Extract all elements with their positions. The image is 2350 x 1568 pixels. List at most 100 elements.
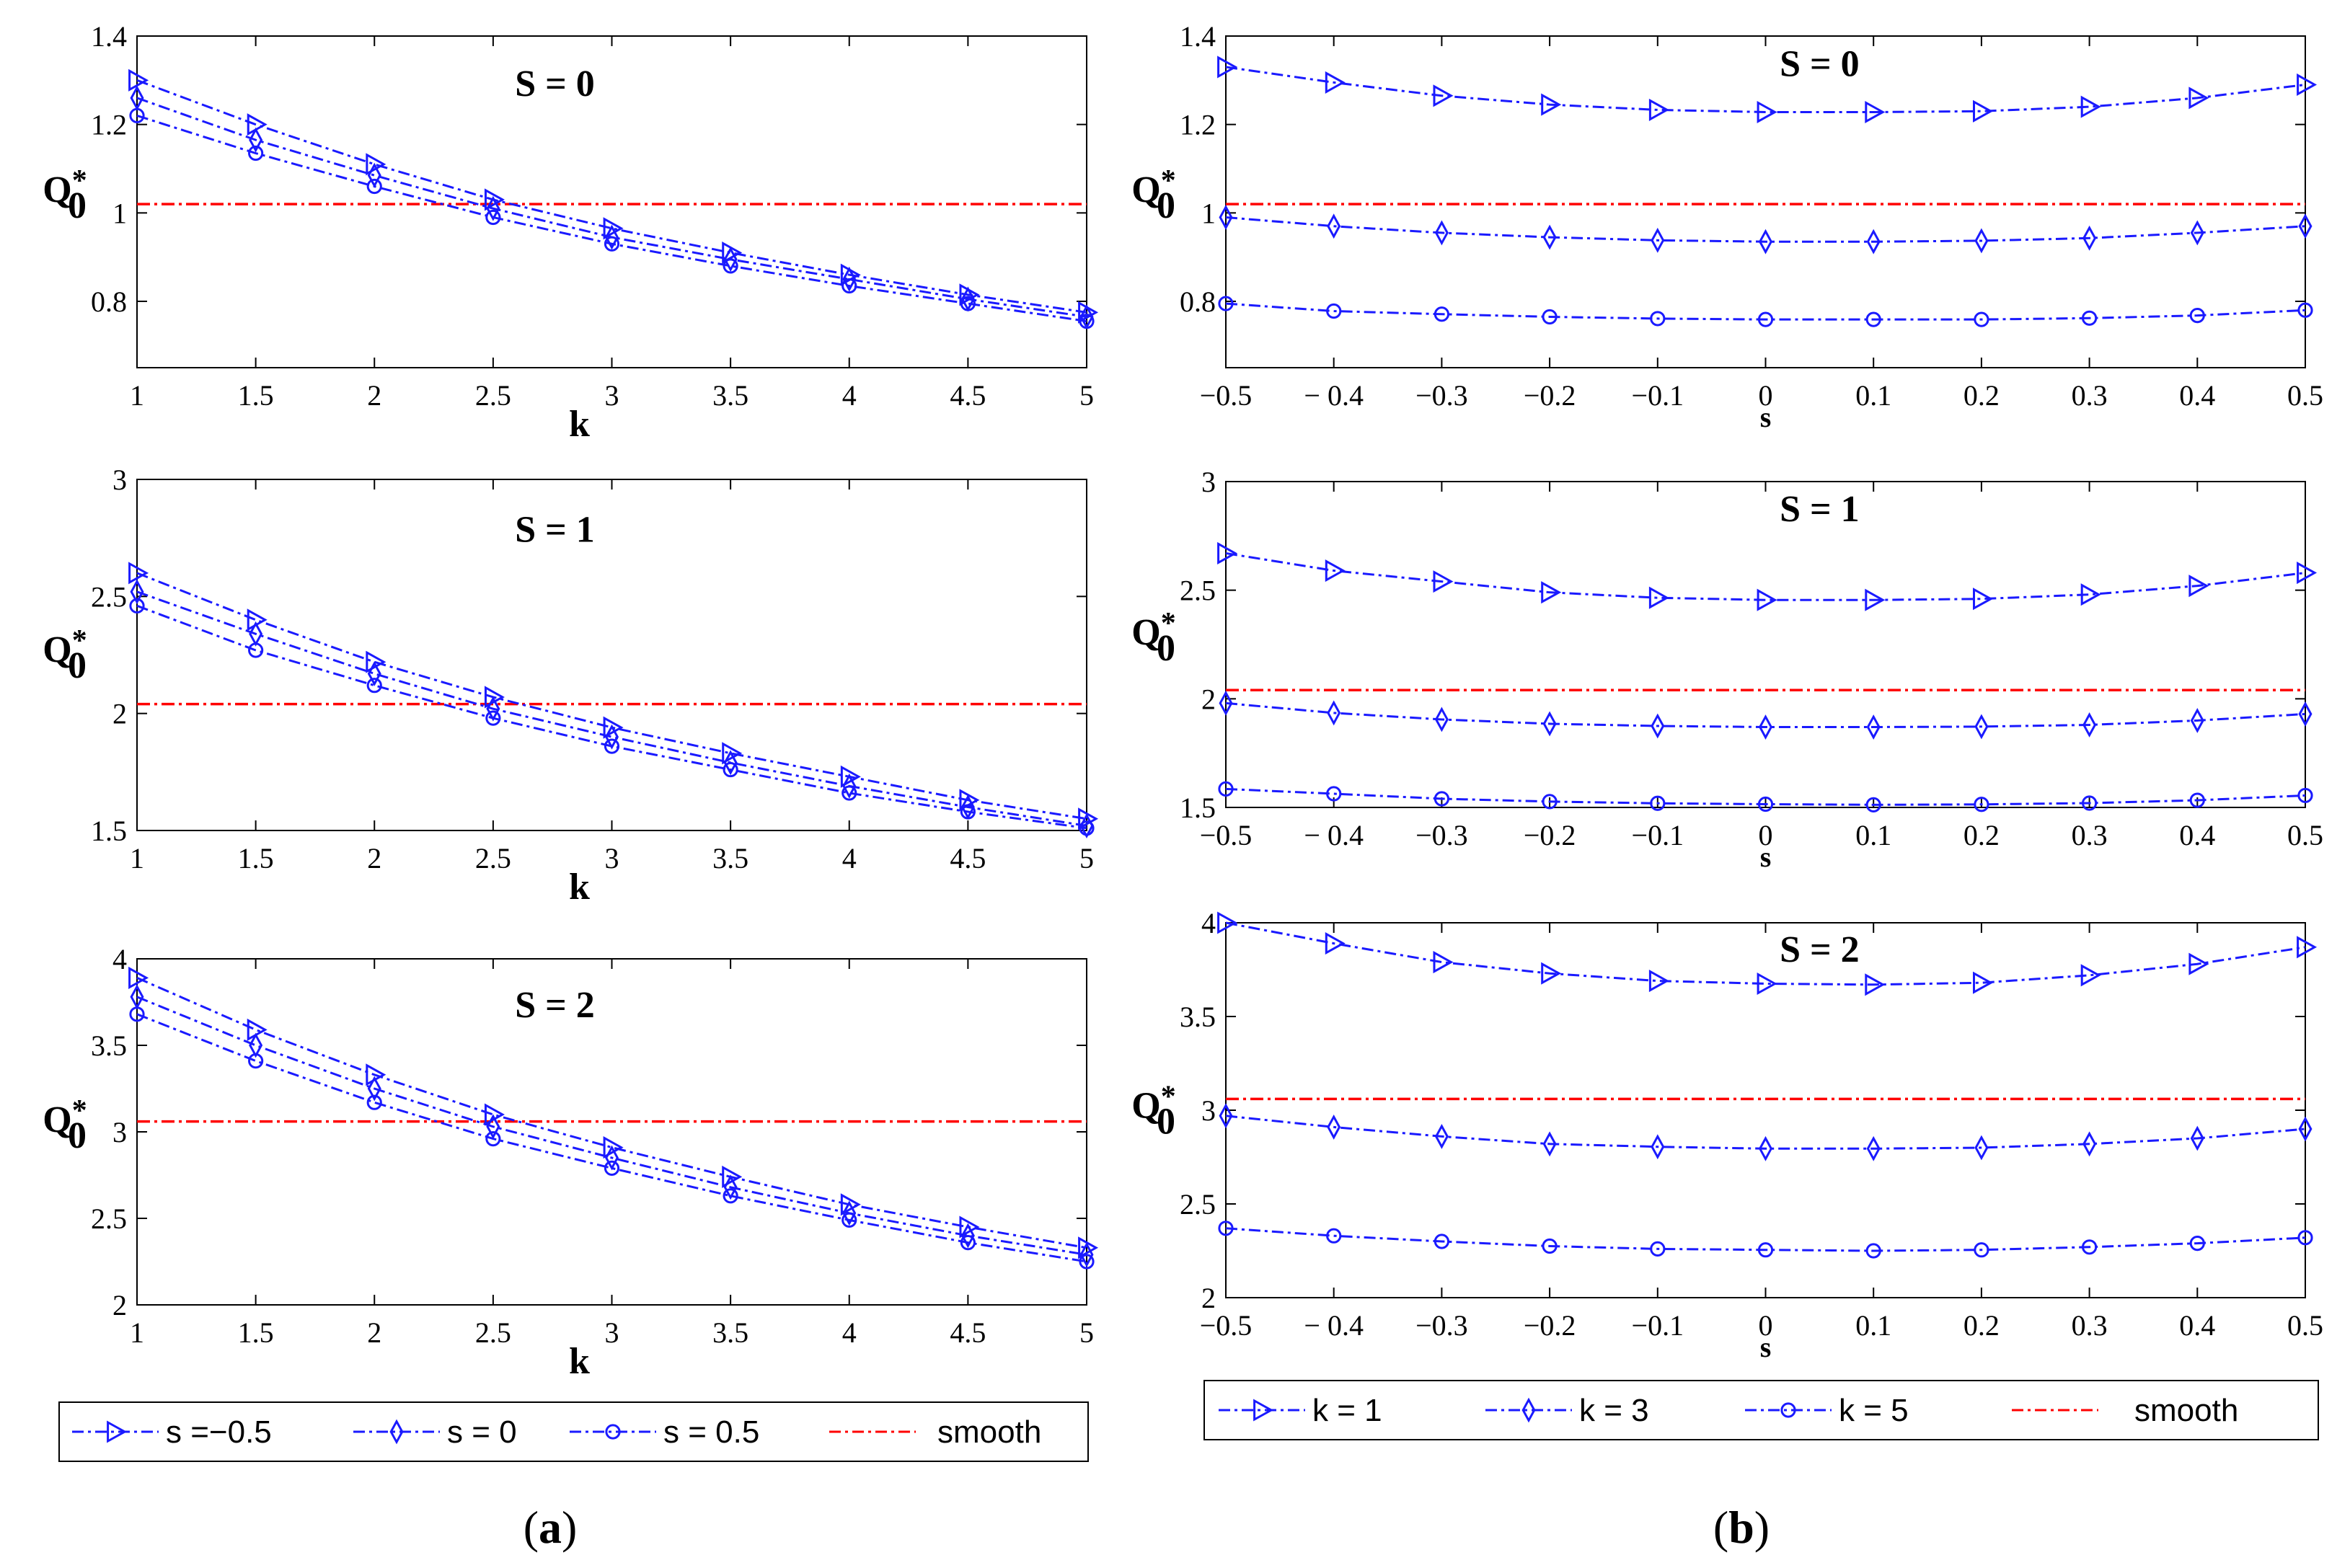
x-tick-label: 0.4	[2179, 819, 2215, 851]
legend-label: s = 0	[447, 1414, 517, 1450]
data-point-circle	[485, 1131, 501, 1147]
x-tick-label: 0.3	[2072, 379, 2108, 412]
data-point-circle	[723, 1188, 738, 1204]
data-point-triangle	[1541, 581, 1562, 604]
chart-title: S = 1	[1780, 489, 1860, 530]
y-axis-label-subscript: 0	[68, 1115, 87, 1156]
data-point-triangle	[1217, 911, 1238, 934]
data-point-circle	[485, 710, 501, 726]
data-point-circle	[248, 642, 264, 658]
data-point-circle	[1650, 1241, 1666, 1257]
data-point-triangle	[2188, 952, 2209, 975]
chart-title: S = 0	[515, 63, 595, 105]
data-point-triangle	[722, 241, 743, 265]
y-axis-label-subscript: 0	[1157, 628, 1175, 669]
data-point-circle	[604, 738, 620, 754]
x-tick-label: −0.2	[1524, 379, 1576, 412]
x-tick-label: 0.3	[2072, 819, 2108, 851]
x-tick-label: 4	[842, 379, 857, 412]
data-point-diamond	[1866, 229, 1881, 254]
chart-title: S = 2	[515, 985, 595, 1026]
data-point-circle	[1326, 1228, 1342, 1244]
data-point-triangle	[1757, 972, 1777, 996]
series-line	[136, 572, 1087, 820]
data-point-diamond	[723, 1174, 738, 1200]
data-point-circle	[1434, 791, 1450, 807]
data-point-triangle	[1433, 951, 1454, 974]
data-point-circle	[248, 145, 264, 161]
data-point-triangle	[959, 1215, 980, 1239]
data-point-circle	[1865, 1243, 1881, 1259]
plot-area	[1225, 922, 2306, 1298]
data-point-triangle	[128, 562, 149, 585]
x-tick-label: −0.2	[1524, 1309, 1576, 1342]
x-tick-label: 3.5	[712, 842, 748, 874]
series-line	[1225, 701, 2306, 729]
data-point-circle	[2297, 1230, 2313, 1246]
data-point-circle	[2189, 1236, 2205, 1252]
legend-marker-triangle	[107, 1420, 128, 1443]
data-point-circle	[1434, 1233, 1450, 1249]
x-tick-label: 0.3	[2072, 1309, 2108, 1342]
data-point-diamond	[1079, 1241, 1094, 1267]
legend-label: k = 1	[1312, 1393, 1382, 1428]
chart-title: S = 2	[1780, 929, 1860, 970]
y-tick-label: 4	[112, 943, 127, 975]
data-point-circle	[1218, 781, 1234, 797]
series-line	[136, 79, 1087, 314]
data-point-circle	[1974, 797, 1989, 812]
x-tick-label: 1	[130, 842, 144, 874]
data-point-diamond	[1434, 1123, 1449, 1149]
chart-title: S = 1	[515, 509, 595, 550]
x-tick-label: 0	[1759, 1309, 1773, 1342]
data-point-diamond	[1542, 711, 1557, 737]
data-point-diamond	[1758, 229, 1773, 254]
data-point-circle	[485, 209, 501, 226]
y-tick-label: 2	[1201, 1282, 1216, 1314]
data-point-diamond	[2190, 1125, 2204, 1151]
data-point-triangle	[1325, 71, 1346, 94]
series-line	[1225, 1115, 2306, 1150]
data-point-diamond	[1974, 1135, 1989, 1161]
data-point-circle	[1757, 796, 1774, 812]
x-tick-label: −0.1	[1632, 819, 1684, 851]
legend-marker-circle	[605, 1424, 621, 1440]
data-point-triangle	[1648, 970, 1669, 993]
data-point-triangle	[603, 716, 624, 739]
data-point-diamond	[2298, 701, 2313, 727]
data-point-triangle	[1217, 541, 1238, 564]
x-tick-label: 0	[1759, 379, 1773, 412]
data-point-circle	[1218, 1221, 1234, 1236]
data-point-triangle	[1541, 962, 1562, 985]
data-point-triangle	[1865, 588, 1886, 611]
x-axis-label: s	[1760, 401, 1772, 433]
data-point-circle	[129, 1006, 145, 1022]
x-tick-label: 1.5	[238, 379, 274, 412]
data-point-diamond	[723, 247, 738, 273]
data-point-triangle	[1325, 932, 1346, 955]
x-tick-label: 1	[130, 379, 144, 412]
series-line	[136, 1013, 1087, 1263]
data-point-circle	[366, 1094, 382, 1110]
x-tick-label: 2	[367, 1316, 381, 1349]
data-point-diamond	[842, 773, 857, 799]
x-tick-label: 0.5	[2287, 1309, 2323, 1342]
data-point-triangle	[1865, 973, 1886, 996]
x-tick-label: 3.5	[712, 1316, 748, 1349]
y-tick-label: 3	[1201, 1094, 1216, 1127]
x-tick-label: 3.5	[712, 379, 748, 412]
x-tick-label: 5	[1079, 1316, 1094, 1349]
y-tick-label: 1.4	[1180, 20, 1216, 53]
x-tick-label: 0.5	[2287, 379, 2323, 412]
data-point-triangle	[484, 188, 505, 211]
data-point-triangle	[128, 966, 149, 989]
data-point-triangle	[603, 1136, 624, 1159]
data-point-diamond	[367, 1076, 381, 1102]
y-tick-label: 0.8	[1180, 285, 1216, 318]
y-axis-label-subscript: 0	[1157, 185, 1175, 226]
y-axis-label-subscript: 0	[68, 185, 87, 226]
y-tick-label: 2.5	[1180, 575, 1216, 607]
y-tick-label: 2.5	[1180, 1188, 1216, 1221]
data-point-circle	[1218, 296, 1234, 311]
